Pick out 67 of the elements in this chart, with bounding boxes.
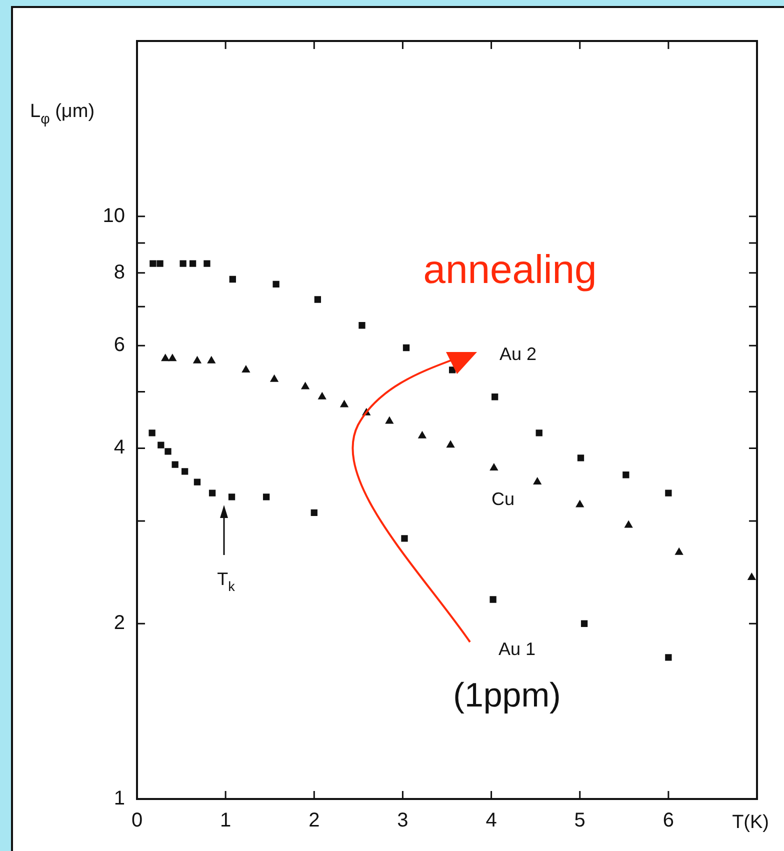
text: Au 1	[498, 638, 536, 659]
point	[189, 260, 196, 267]
point	[161, 354, 170, 362]
point	[340, 400, 348, 408]
point	[490, 596, 496, 603]
point	[158, 442, 164, 448]
point	[270, 374, 278, 382]
point	[150, 260, 156, 267]
point	[272, 280, 280, 288]
point	[242, 365, 250, 372]
annotation: annealing	[423, 248, 597, 292]
point	[622, 472, 630, 478]
x-tick-label: 1	[220, 810, 232, 832]
point	[401, 535, 408, 542]
point	[402, 344, 410, 352]
point	[164, 448, 172, 455]
x-tick-label: 4	[486, 810, 497, 832]
series-label: Au 2	[499, 344, 537, 364]
point	[180, 260, 186, 267]
x-tick-label: 6	[662, 810, 674, 832]
point	[490, 463, 498, 470]
y-tick-label: 1	[114, 788, 125, 810]
point	[193, 356, 202, 364]
x-tick-label: 5	[574, 810, 586, 832]
point	[576, 500, 584, 508]
point	[172, 461, 178, 468]
point	[204, 260, 210, 267]
point	[533, 478, 542, 485]
point	[168, 354, 176, 362]
point	[310, 509, 318, 516]
point	[448, 366, 456, 374]
y-tick-label: 10	[102, 204, 125, 227]
point	[748, 572, 756, 580]
point	[318, 392, 326, 400]
point	[665, 654, 672, 661]
point	[624, 520, 633, 528]
point	[385, 416, 394, 424]
point	[301, 382, 310, 390]
point	[148, 430, 156, 436]
point	[665, 490, 672, 496]
point	[314, 296, 322, 303]
x-tick-label: 2	[308, 810, 320, 832]
y-tick-label: 6	[114, 334, 125, 356]
point	[675, 548, 684, 555]
point	[358, 322, 366, 329]
y-tick-label: 2	[114, 612, 125, 634]
point	[262, 494, 270, 500]
point	[418, 431, 426, 438]
point	[229, 276, 236, 283]
annotation: (1ppm)	[453, 676, 561, 714]
point	[536, 430, 542, 436]
point	[208, 490, 216, 496]
y-tick-label: 8	[114, 261, 125, 284]
point	[577, 454, 584, 462]
x-tick-label: 0	[131, 810, 143, 832]
series-label: Cu	[491, 488, 515, 509]
point	[580, 620, 588, 627]
point	[492, 394, 498, 400]
point	[194, 478, 201, 486]
x-axis-title: T(K)	[732, 812, 770, 834]
point	[446, 440, 455, 448]
point	[156, 260, 164, 267]
point	[182, 468, 188, 475]
point	[228, 494, 236, 500]
y-tick-label: 4	[114, 436, 125, 459]
x-tick-label: 3	[397, 810, 408, 832]
point	[207, 356, 216, 364]
